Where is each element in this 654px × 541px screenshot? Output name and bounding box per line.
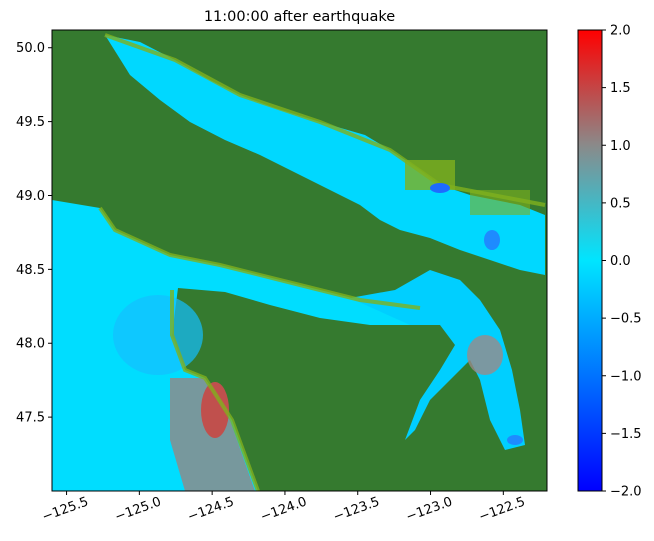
colorbar-tick-label: 2.0 (610, 24, 631, 39)
y-tick-label: 49.5 (16, 115, 45, 130)
puget-anomaly (467, 335, 503, 375)
puget-sound (350, 270, 525, 450)
colorbar-tick-label: −1.0 (610, 369, 642, 384)
colorbar-tick-label: 0.5 (610, 196, 631, 211)
colorbar: −2.0 −1.5 −1.0 −0.5 0.0 0.5 1.0 1.5 2.0 (577, 24, 642, 500)
offshore-low (113, 295, 203, 375)
colorbar-gradient (578, 30, 602, 491)
x-tick-label: −123.5 (331, 494, 381, 525)
y-axis: 47.5 48.0 48.5 49.0 49.5 50.0 (16, 41, 52, 426)
bay-low-1 (430, 183, 450, 193)
colorbar-tick-label: 1.5 (610, 81, 631, 96)
map-field (52, 30, 547, 491)
x-tick-label: −125.5 (40, 494, 90, 525)
x-tick-label: −124.0 (259, 494, 309, 525)
y-tick-label: 47.5 (16, 411, 45, 426)
coastal-anomaly-core (201, 382, 229, 438)
fraser-delta (470, 190, 530, 215)
chart-title: 11:00:00 after earthquake (204, 9, 395, 25)
y-tick-label: 49.0 (16, 189, 45, 204)
x-axis: −125.5 −125.0 −124.5 −124.0 −123.5 −123.0 −122… (40, 491, 527, 525)
colorbar-tick-label: −0.5 (610, 312, 642, 327)
colorbar-axis: −2.0 −1.5 −1.0 −0.5 0.0 0.5 1.0 1.5 2.0 (602, 24, 642, 500)
bay-low-3 (507, 435, 523, 445)
colorbar-tick-label: −1.5 (610, 427, 642, 442)
colorbar-tick-label: −2.0 (610, 485, 642, 500)
y-tick-label: 48.0 (16, 337, 45, 352)
colorbar-tick-label: 0.0 (610, 254, 631, 269)
x-tick-label: −122.5 (477, 494, 527, 525)
y-tick-label: 48.5 (16, 263, 45, 278)
colorbar-tick-label: 1.0 (610, 139, 631, 154)
x-tick-label: −123.0 (404, 494, 454, 525)
plot-frame (51, 29, 548, 492)
pacific-water (52, 200, 445, 491)
strait-of-georgia (105, 35, 545, 275)
y-tick-label: 50.0 (16, 41, 45, 56)
bay-low-2 (484, 230, 500, 250)
x-tick-label: −124.5 (186, 494, 236, 525)
x-tick-label: −125.0 (113, 494, 163, 525)
